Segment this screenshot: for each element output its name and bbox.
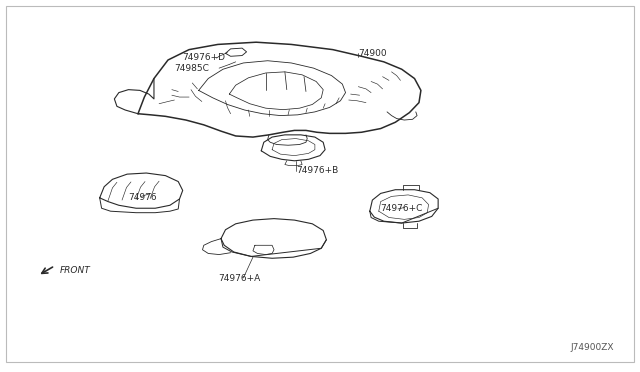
Text: 74976+B: 74976+B — [296, 166, 338, 174]
Text: 74976+C: 74976+C — [381, 205, 423, 214]
Text: J74900ZX: J74900ZX — [570, 343, 614, 352]
Text: 74976+D: 74976+D — [182, 52, 226, 61]
Text: 74976: 74976 — [129, 193, 157, 202]
Text: FRONT: FRONT — [60, 266, 90, 275]
Text: 74900: 74900 — [358, 49, 387, 58]
Text: 74976+A: 74976+A — [218, 274, 260, 283]
Text: 74985C: 74985C — [174, 64, 209, 73]
